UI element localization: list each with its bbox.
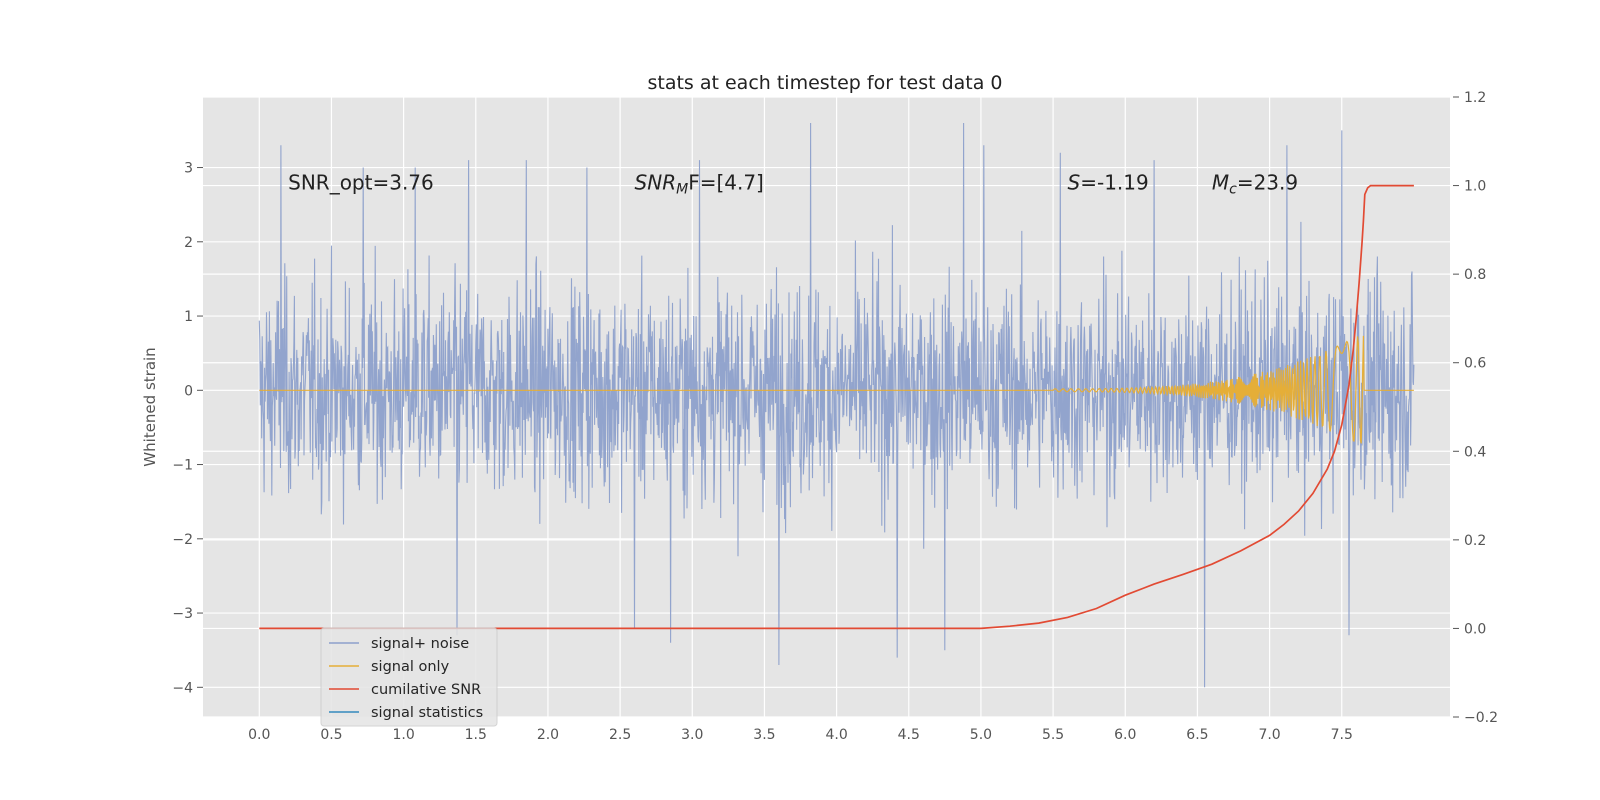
annotation-s-value: =-1.19: [1080, 170, 1149, 194]
x-tick-label: 3.5: [753, 727, 775, 743]
y-tick-label: −4: [172, 680, 193, 696]
y-tick-label: 3: [184, 161, 193, 177]
cumilative-snr-line: [259, 184, 1414, 630]
x-tick-label: 3.0: [681, 727, 703, 743]
annotation-mc-symbol: M: [1212, 170, 1229, 194]
annotations: SNR_opt=3.76 SNRMF=[4.7] S=-1.19 Mc=23.9: [288, 170, 1298, 197]
annotation-snr-mf-sub: M: [676, 181, 688, 197]
x-tick-label: 0.0: [248, 727, 270, 743]
legend-label-signal-statistics: signal statistics: [371, 705, 483, 721]
y2-tick-label: 0.4: [1464, 444, 1486, 460]
y2-tick-label: −0.2: [1464, 710, 1498, 726]
legend-label-signal-only: signal only: [371, 659, 450, 675]
x-tick-label: 7.0: [1258, 727, 1280, 743]
x-tick-label: 1.5: [465, 727, 487, 743]
annotation-mc: Mc=23.9: [1212, 170, 1298, 197]
legend-box: [320, 627, 498, 727]
x-tick-label: 4.5: [898, 727, 920, 743]
x-axis-ticks: 0.0 0.5 1.0 1.5 2.0 2.5 3.0 3.5 4.0 4.5 5.0 5.5 6.0 6…: [248, 727, 1353, 743]
y-tick-label: 2: [184, 235, 193, 251]
y-tick-label: −2: [172, 532, 193, 548]
annotation-snr-opt: SNR_opt=3.76: [288, 170, 434, 194]
x-tick-label: 2.5: [609, 727, 631, 743]
signal-only-line: [259, 335, 1414, 444]
annotation-snr-mf: SNRMF=[4.7]: [635, 170, 764, 197]
y2-tick-label: 1.0: [1464, 179, 1486, 195]
x-tick-label: 4.0: [825, 727, 847, 743]
y-tick-label: −1: [172, 458, 193, 474]
x-tick-label: 0.5: [320, 727, 342, 743]
annotation-s-symbol: S: [1068, 170, 1081, 194]
x-tick-label: 2.0: [537, 727, 559, 743]
y-tick-label: −3: [172, 606, 193, 622]
annotation-snr-mf-main: SNR: [635, 170, 677, 194]
x-tick-label: 6.0: [1114, 727, 1136, 743]
x-tick-label: 5.5: [1042, 727, 1064, 743]
y2-tick-label: 0.0: [1464, 621, 1486, 637]
y-axis-label: Whitened strain: [141, 347, 159, 466]
x-tick-label: 6.5: [1186, 727, 1208, 743]
series-signal-only: [259, 335, 1414, 444]
annotation-snr-mf-tail: F=[4.7]: [688, 170, 764, 194]
y2-axis-ticks: −0.2 0.0 0.2 0.4 0.6 0.8 1.0 1.2: [1453, 90, 1498, 726]
chart-title: stats at each timestep for test data 0: [647, 72, 1002, 94]
y2-tick-label: 0.6: [1464, 356, 1486, 372]
annotation-mc-value: =23.9: [1237, 170, 1298, 194]
y2-tick-label: 1.2: [1464, 90, 1486, 106]
y2-tick-label: 0.2: [1464, 533, 1486, 549]
series-signal-noise: [258, 122, 1415, 688]
y-tick-label: 0: [184, 383, 193, 399]
legend-label-signal-noise: signal+ noise: [371, 636, 469, 652]
y-tick-label: 1: [184, 309, 193, 325]
x-tick-label: 5.0: [970, 727, 992, 743]
x-tick-label: 7.5: [1331, 727, 1353, 743]
annotation-s: S=-1.19: [1068, 170, 1149, 194]
y2-tick-label: 0.8: [1464, 267, 1486, 283]
legend-label-cumilative-snr: cumilative SNR: [371, 682, 481, 698]
y-axis-ticks: −4 −3 −2 −1 0 1 2 3: [172, 161, 203, 696]
annotation-mc-sub: c: [1229, 181, 1237, 197]
signal-noise-line: [258, 122, 1415, 688]
series-cumilative-snr: [259, 184, 1414, 630]
legend: signal+ noise signal only cumilative SNR…: [320, 627, 498, 727]
x-tick-label: 1.0: [392, 727, 414, 743]
